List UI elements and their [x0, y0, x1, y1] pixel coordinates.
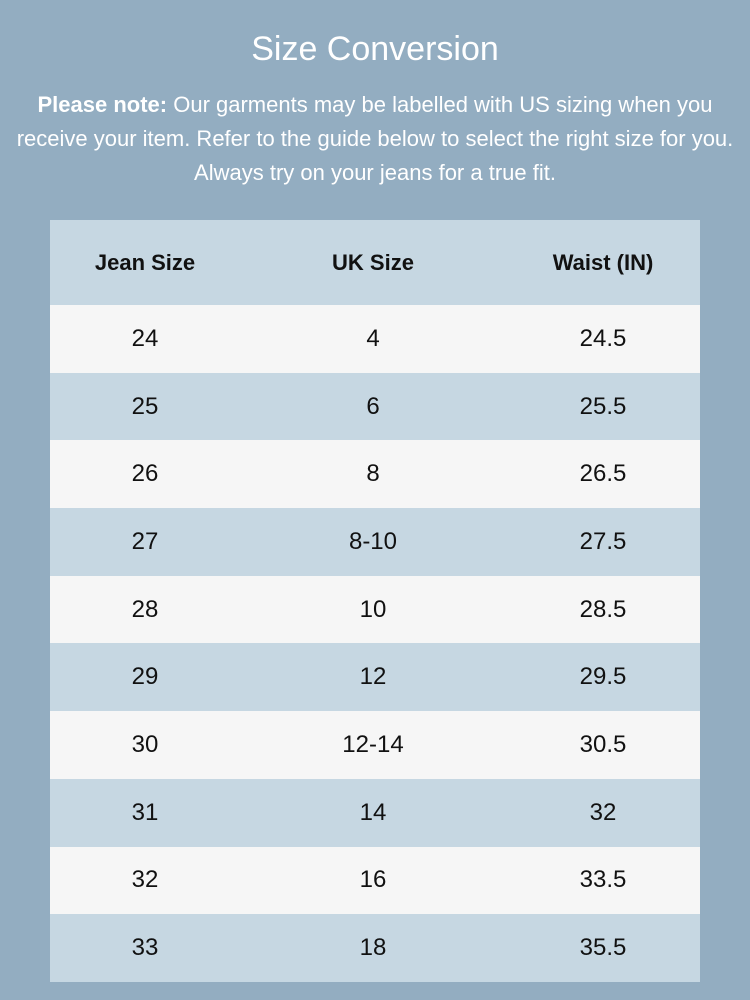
uk-size-cell: 18 [359, 934, 387, 962]
waist-cell: 25.5 [579, 392, 627, 420]
table-row: 31 14 32 [50, 778, 700, 847]
jean-size-cell: 24 [131, 324, 159, 352]
table-row: 26 8 26.5 [50, 440, 700, 509]
jean-size-cell: 25 [131, 392, 159, 420]
table-row: 33 18 35.5 [50, 914, 700, 982]
uk-size-cell: 16 [359, 866, 387, 894]
table-row: 30 12-14 30.5 [50, 711, 700, 779]
table-row: 28 10 28.5 [50, 575, 700, 644]
table-header-row: Jean Size UK Size Waist (IN) [50, 220, 700, 305]
waist-cell: 32 [589, 798, 617, 826]
jean-size-cell: 30 [131, 730, 159, 758]
jean-size-cell: 29 [131, 663, 159, 691]
waist-cell: 35.5 [579, 934, 627, 962]
waist-cell: 27.5 [579, 527, 627, 555]
uk-size-cell: 14 [359, 798, 387, 826]
uk-size-cell: 8-10 [348, 527, 398, 555]
note-label: Please note: [37, 92, 168, 117]
note-paragraph: Please note: Our garments may be labelle… [15, 88, 735, 190]
jean-size-cell: 27 [131, 527, 159, 555]
table-row: 32 16 33.5 [50, 846, 700, 915]
uk-size-cell: 12 [359, 663, 387, 691]
header-waist: Waist (IN) [552, 249, 654, 275]
jean-size-cell: 32 [131, 866, 159, 894]
waist-cell: 29.5 [579, 663, 627, 691]
table-row: 27 8-10 27.5 [50, 508, 700, 576]
page-title: Size Conversion [251, 30, 499, 68]
waist-cell: 33.5 [579, 866, 627, 894]
uk-size-cell: 8 [366, 460, 380, 488]
uk-size-cell: 6 [366, 392, 380, 420]
header-uk-size: UK Size [332, 249, 414, 275]
uk-size-cell: 4 [366, 324, 380, 352]
jean-size-cell: 33 [131, 934, 159, 962]
note-text: Our garments may be labelled with US siz… [16, 92, 734, 185]
table-row: 25 6 25.5 [50, 372, 700, 441]
jean-size-cell: 26 [131, 460, 159, 488]
jean-size-cell: 28 [131, 595, 159, 623]
uk-size-cell: 10 [359, 595, 387, 623]
waist-cell: 24.5 [579, 324, 627, 352]
waist-cell: 30.5 [579, 730, 627, 758]
uk-size-cell: 12-14 [342, 730, 404, 758]
jean-size-cell: 31 [131, 798, 159, 826]
waist-cell: 26.5 [579, 460, 627, 488]
table-row: 24 4 24.5 [50, 305, 700, 373]
size-conversion-table: Jean Size UK Size Waist (IN) 24 4 24.5 25 6 2… [50, 220, 700, 982]
waist-cell: 28.5 [579, 595, 627, 623]
table-row: 29 12 29.5 [50, 643, 700, 712]
header-jean-size: Jean Size [94, 249, 196, 275]
